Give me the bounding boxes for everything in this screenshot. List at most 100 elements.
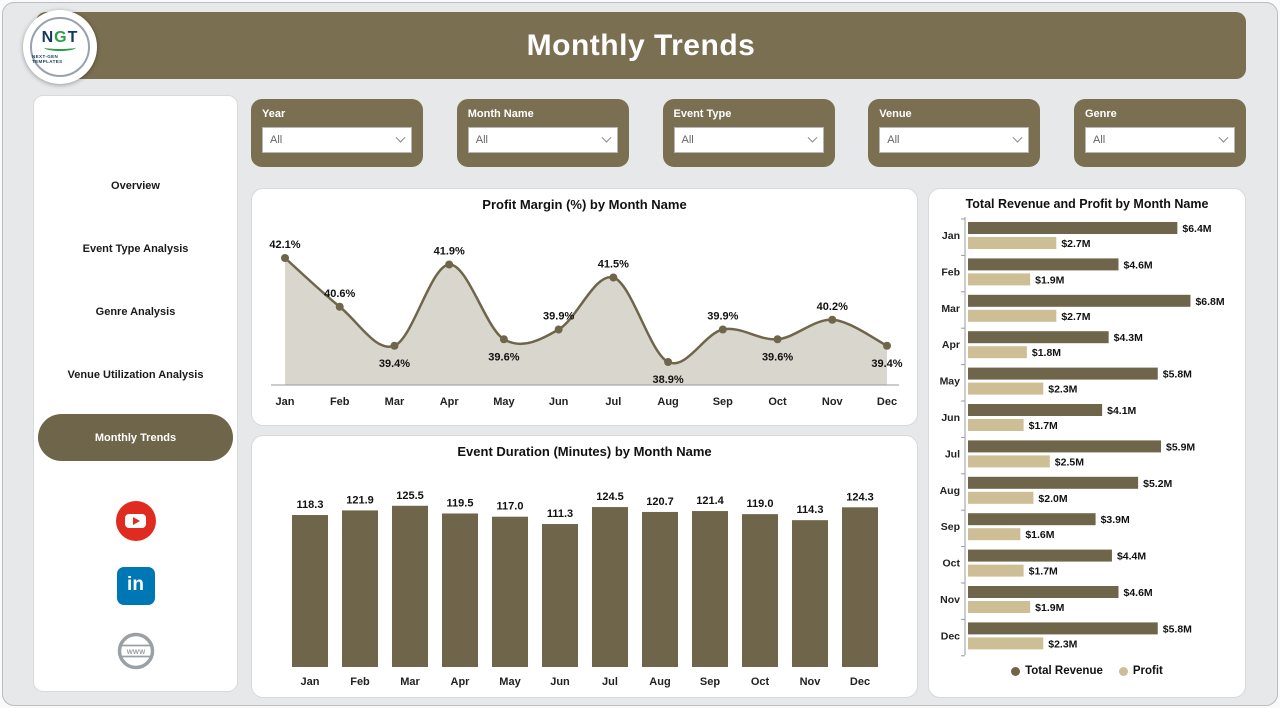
axis-label: Sep bbox=[941, 521, 960, 533]
revenue-bar[interactable] bbox=[968, 513, 1096, 526]
value-label: $2.7M bbox=[1061, 238, 1090, 250]
axis-label: Jul bbox=[602, 676, 618, 688]
sidebar-item-event-type-analysis[interactable]: Event Type Analysis bbox=[82, 242, 189, 255]
data-point[interactable] bbox=[335, 302, 344, 311]
profit-bar[interactable] bbox=[968, 419, 1024, 431]
bar[interactable] bbox=[691, 511, 728, 667]
sidebar-item-monthly-trends[interactable]: Monthly Trends bbox=[38, 414, 233, 461]
filter-year-dropdown[interactable]: All bbox=[262, 127, 412, 153]
legend-dot-profit bbox=[1118, 666, 1128, 676]
revenue-bar[interactable] bbox=[968, 404, 1103, 416]
data-point[interactable] bbox=[554, 325, 563, 334]
event-duration-chart[interactable]: 118.3 Jan 121.9 Feb 125.5 Mar 119.5 Apr 117.0 May… bbox=[255, 462, 915, 694]
profit-bar[interactable] bbox=[968, 528, 1021, 541]
sidebar-item-overview[interactable]: Overview bbox=[111, 179, 160, 192]
profit-bar[interactable] bbox=[968, 309, 1057, 322]
data-point[interactable] bbox=[280, 254, 289, 262]
profit-bar[interactable] bbox=[968, 237, 1057, 249]
data-point[interactable] bbox=[663, 358, 672, 366]
profit-bar[interactable] bbox=[968, 601, 1031, 613]
sidebar-item-venue-utilization-analysis[interactable]: Venue Utilization Analysis bbox=[67, 368, 204, 381]
value-label: $2.3M bbox=[1048, 638, 1077, 650]
legend-item-profit[interactable]: Profit bbox=[1118, 665, 1163, 677]
nav-slot: Event Type Analysis bbox=[34, 217, 237, 280]
filter-venue-dropdown[interactable]: All bbox=[879, 127, 1030, 153]
bar[interactable] bbox=[291, 515, 328, 667]
axis-label: Nov bbox=[940, 594, 960, 606]
youtube-icon[interactable] bbox=[115, 501, 156, 541]
data-point[interactable] bbox=[608, 273, 617, 282]
youtube-play-triangle bbox=[132, 517, 140, 525]
value-label: $4.6M bbox=[1123, 259, 1152, 271]
bar[interactable] bbox=[491, 516, 528, 667]
filter-event-type-dropdown[interactable]: All bbox=[673, 127, 824, 153]
linkedin-icon[interactable]: in bbox=[116, 567, 155, 605]
bar[interactable] bbox=[741, 514, 778, 667]
filter-genre-dropdown[interactable]: All bbox=[1085, 127, 1235, 153]
axis-label: Sep bbox=[712, 396, 732, 408]
bar[interactable] bbox=[591, 507, 628, 667]
filter-label: Event Type bbox=[673, 108, 732, 120]
value-label: $6.8M bbox=[1195, 296, 1224, 308]
value-label: 40.2% bbox=[816, 301, 847, 313]
revenue-bar[interactable] bbox=[968, 440, 1162, 453]
profit-bar[interactable] bbox=[968, 346, 1027, 359]
profit-bar[interactable] bbox=[968, 382, 1044, 395]
chevron-down-icon bbox=[807, 132, 817, 143]
revenue-profit-chart[interactable]: Jan $6.4M $2.7M Feb $4.6M $1.9M Mar $6.8M $2.7M A… bbox=[932, 215, 1242, 657]
revenue-bar[interactable] bbox=[968, 476, 1139, 489]
revenue-bar[interactable] bbox=[968, 622, 1158, 635]
value-label: 120.7 bbox=[646, 496, 674, 508]
data-point[interactable] bbox=[499, 335, 508, 344]
revenue-bar[interactable] bbox=[968, 549, 1112, 562]
profit-bar[interactable] bbox=[968, 455, 1050, 468]
data-point[interactable] bbox=[773, 335, 782, 344]
value-label: 41.9% bbox=[433, 246, 464, 258]
value-label: 124.3 bbox=[846, 491, 874, 503]
profit-bar[interactable] bbox=[968, 491, 1034, 504]
filter-month-name: Month Name All bbox=[456, 99, 629, 167]
chevron-down-icon bbox=[1012, 132, 1023, 143]
legend-item-revenue[interactable]: Total Revenue bbox=[1011, 665, 1103, 677]
profit-margin-chart[interactable]: 42.1% Jan 40.6% Feb 39.4% Mar 41.9% Apr 39.6% May… bbox=[255, 215, 915, 417]
value-label: $1.7M bbox=[1029, 420, 1058, 432]
data-point[interactable] bbox=[827, 315, 836, 324]
sidebar-item-genre-analysis[interactable]: Genre Analysis bbox=[95, 305, 176, 318]
bar[interactable] bbox=[341, 510, 378, 667]
value-label: 118.3 bbox=[296, 499, 323, 511]
value-label: $2.7M bbox=[1061, 311, 1090, 323]
bar[interactable] bbox=[791, 520, 828, 667]
value-label: $5.9M bbox=[1166, 441, 1195, 453]
logo-letter-n: N bbox=[41, 29, 55, 46]
profit-bar[interactable] bbox=[968, 637, 1044, 650]
bar[interactable] bbox=[441, 513, 478, 667]
revenue-bar[interactable] bbox=[968, 294, 1191, 307]
data-point[interactable] bbox=[718, 325, 727, 334]
bar[interactable] bbox=[541, 524, 578, 667]
nav-slot: Venue Utilization Analysis bbox=[34, 343, 237, 406]
bar[interactable] bbox=[841, 507, 878, 667]
website-globe-icon[interactable]: WWW bbox=[116, 631, 156, 671]
data-point[interactable] bbox=[389, 341, 398, 350]
data-point[interactable] bbox=[882, 341, 891, 350]
revenue-bar[interactable] bbox=[968, 367, 1158, 380]
filter-month-name-dropdown[interactable]: All bbox=[467, 127, 618, 153]
value-label: 121.9 bbox=[346, 494, 374, 506]
revenue-bar[interactable] bbox=[968, 586, 1119, 598]
profit-bar[interactable] bbox=[968, 273, 1031, 286]
profit-bar[interactable] bbox=[968, 564, 1024, 577]
revenue-bar[interactable] bbox=[968, 331, 1109, 344]
logo-letter-g: G bbox=[54, 29, 68, 46]
bar[interactable] bbox=[391, 505, 428, 667]
globe-www-text: WWW bbox=[126, 649, 145, 656]
revenue-bar[interactable] bbox=[968, 258, 1119, 271]
axis-label: Jan bbox=[942, 230, 960, 242]
globe-svg: WWW bbox=[117, 632, 154, 670]
revenue-bar[interactable] bbox=[968, 222, 1178, 234]
value-label: 117.0 bbox=[496, 501, 523, 513]
axis-label: Jul bbox=[605, 396, 621, 408]
bar[interactable] bbox=[641, 511, 678, 667]
data-point[interactable] bbox=[444, 260, 453, 269]
filter-value: All bbox=[270, 134, 283, 146]
